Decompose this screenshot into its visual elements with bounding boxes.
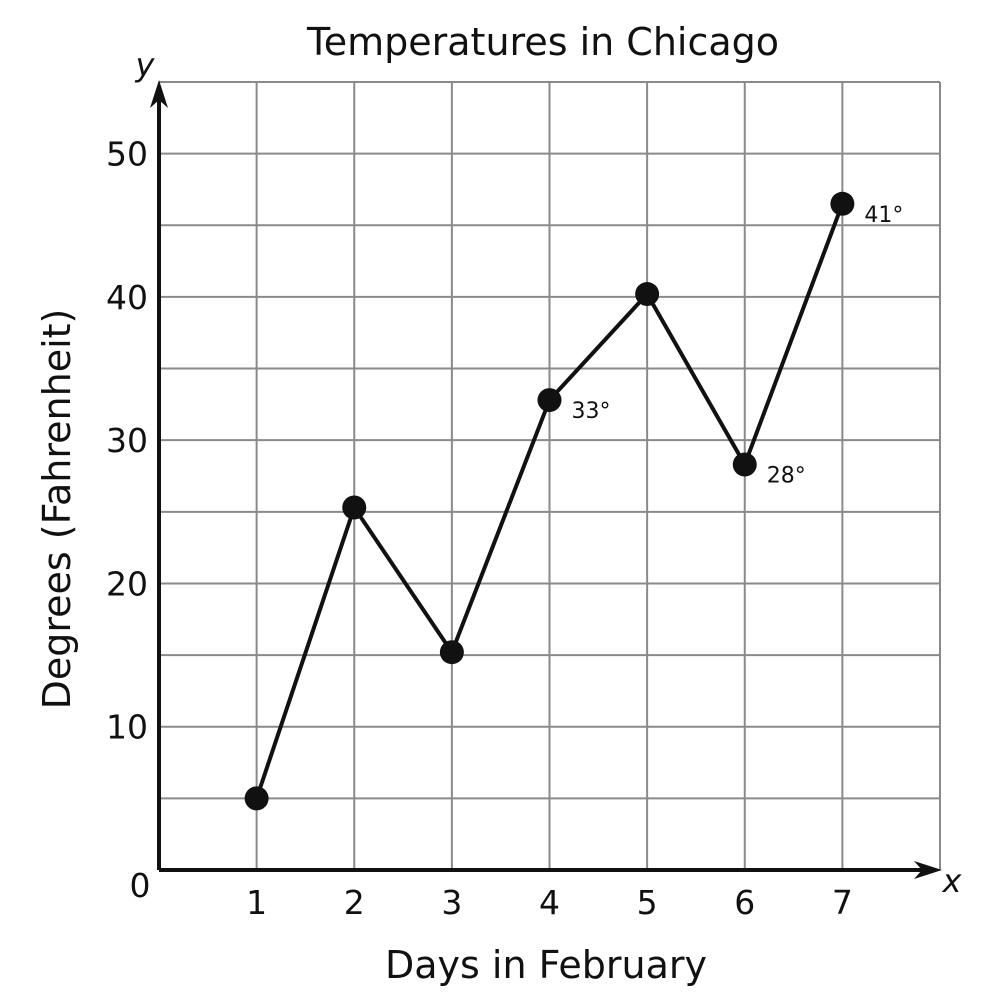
y-tick-label: 50 <box>106 135 148 174</box>
x-tick-label: 3 <box>441 883 462 922</box>
chart-title: Temperatures in Chicago <box>306 20 779 64</box>
y-axis-letter: y <box>135 46 156 84</box>
x-tick-label: 2 <box>344 883 365 922</box>
data-labels: 33° 28° 41° <box>572 203 904 489</box>
data-point <box>830 191 855 216</box>
data-point <box>439 640 464 665</box>
data-point <box>537 388 562 413</box>
grid <box>159 81 941 870</box>
x-axis-letter: x <box>942 862 963 900</box>
data-point <box>244 786 269 811</box>
data-point <box>732 452 757 477</box>
data-point <box>342 495 367 520</box>
data-label: 28° <box>767 464 806 489</box>
x-axis-arrow <box>914 861 942 879</box>
series-group <box>244 191 855 811</box>
origin-label: 0 <box>130 866 151 905</box>
data-point <box>635 282 660 307</box>
x-tick-label: 5 <box>637 883 658 922</box>
axes <box>150 80 942 879</box>
y-tick-label: 20 <box>106 564 148 603</box>
x-tick-label: 7 <box>832 883 853 922</box>
y-tick-label: 30 <box>106 421 148 460</box>
tick-labels: 1 2 3 4 5 6 7 10 20 30 40 50 <box>106 135 853 922</box>
x-axis-label: Days in February <box>385 943 707 987</box>
x-tick-label: 4 <box>539 883 560 922</box>
x-tick-label: 1 <box>246 883 267 922</box>
y-tick-label: 40 <box>106 278 148 317</box>
y-axis-label: Degrees (Fahrenheit) <box>35 309 79 710</box>
data-label: 41° <box>864 203 903 228</box>
y-tick-label: 10 <box>106 708 148 747</box>
x-tick-label: 6 <box>734 883 755 922</box>
y-axis-arrow <box>150 80 168 108</box>
data-label: 33° <box>572 399 611 424</box>
